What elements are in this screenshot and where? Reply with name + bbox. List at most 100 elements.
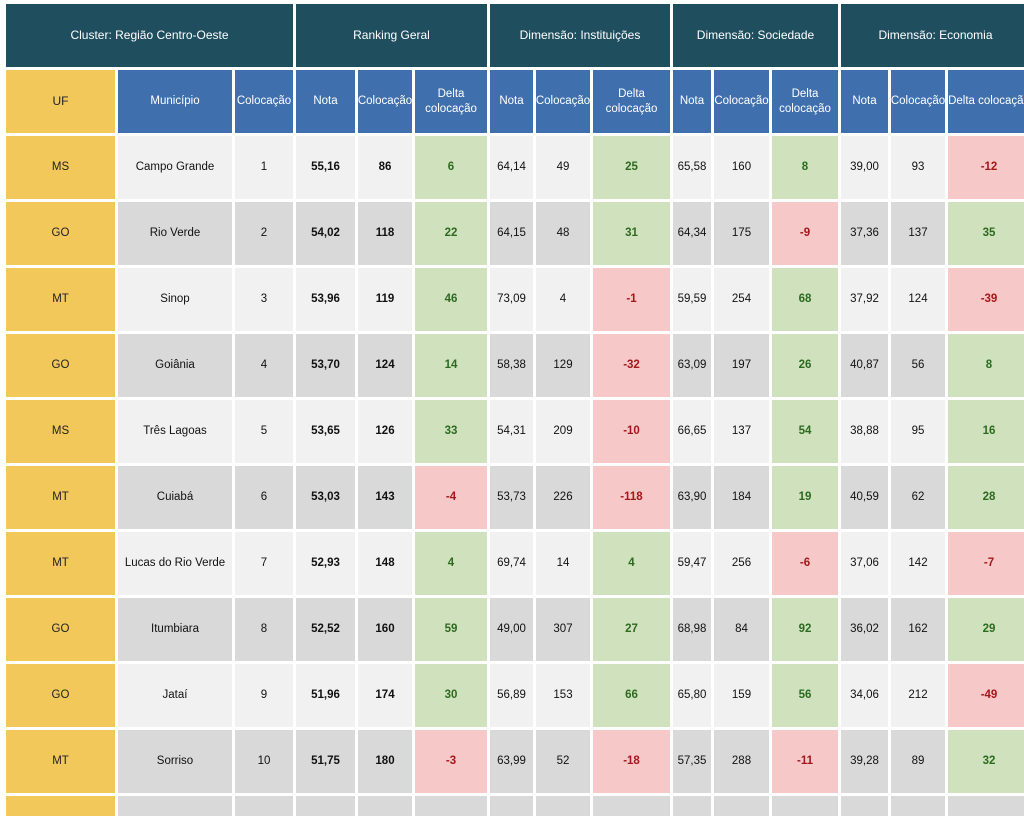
- uf-cell: MT: [6, 268, 115, 331]
- table-row-partial-cell: [891, 796, 945, 816]
- rg-delta-cell: 22: [415, 202, 487, 265]
- table-row-partial-cell: [490, 796, 533, 816]
- inst-delta-cell: 25: [593, 136, 670, 199]
- eco-delta-cell: -49: [948, 664, 1024, 727]
- rg-delta-cell: -3: [415, 730, 487, 793]
- soc-colocacao-cell: 256: [714, 532, 769, 595]
- rg-nota-cell: 53,70: [296, 334, 355, 397]
- rg-delta-cell: 33: [415, 400, 487, 463]
- column-header-eco-delta: Delta colocação: [948, 70, 1024, 133]
- rg-delta-cell: 6: [415, 136, 487, 199]
- rg-nota-cell: 52,52: [296, 598, 355, 661]
- rg-nota-cell: 55,16: [296, 136, 355, 199]
- column-header-soc-nota: Nota: [673, 70, 711, 133]
- rg-nota-cell: 51,75: [296, 730, 355, 793]
- soc-delta-cell: -11: [772, 730, 838, 793]
- inst-nota-cell: 63,99: [490, 730, 533, 793]
- inst-colocacao-cell: 48: [536, 202, 590, 265]
- column-header-colocacao: Colocação: [235, 70, 293, 133]
- eco-nota-cell: 40,59: [841, 466, 888, 529]
- uf-cell: GO: [6, 598, 115, 661]
- rg-nota-cell: 52,93: [296, 532, 355, 595]
- soc-nota-cell: 64,34: [673, 202, 711, 265]
- table-row-partial-cell: [415, 796, 487, 816]
- table-row-partial-cell: [536, 796, 590, 816]
- table-row-partial-cell: [118, 796, 232, 816]
- table-row-partial-cell: [841, 796, 888, 816]
- inst-colocacao-cell: 14: [536, 532, 590, 595]
- rg-nota-cell: 53,65: [296, 400, 355, 463]
- rg-nota-cell: 53,96: [296, 268, 355, 331]
- column-header-rg-delta: Delta colocação: [415, 70, 487, 133]
- municipio-cell: Jataí: [118, 664, 232, 727]
- inst-delta-cell: -10: [593, 400, 670, 463]
- uf-cell: MT: [6, 532, 115, 595]
- eco-delta-cell: 32: [948, 730, 1024, 793]
- inst-nota-cell: 49,00: [490, 598, 533, 661]
- rg-nota-cell: 54,02: [296, 202, 355, 265]
- uf-cell: MT: [6, 466, 115, 529]
- inst-nota-cell: 64,14: [490, 136, 533, 199]
- eco-delta-cell: 29: [948, 598, 1024, 661]
- eco-nota-cell: 38,88: [841, 400, 888, 463]
- table-row-partial-cell: [358, 796, 412, 816]
- column-header-inst-colocacao: Colocação: [536, 70, 590, 133]
- inst-delta-cell: -18: [593, 730, 670, 793]
- uf-cell: GO: [6, 202, 115, 265]
- inst-nota-cell: 69,74: [490, 532, 533, 595]
- table-row-partial-cell: [6, 796, 115, 816]
- soc-delta-cell: 8: [772, 136, 838, 199]
- soc-colocacao-cell: 175: [714, 202, 769, 265]
- inst-delta-cell: -32: [593, 334, 670, 397]
- soc-nota-cell: 63,09: [673, 334, 711, 397]
- soc-colocacao-cell: 254: [714, 268, 769, 331]
- eco-colocacao-cell: 142: [891, 532, 945, 595]
- group-header-sociedade: Dimensão: Sociedade: [673, 4, 838, 67]
- eco-nota-cell: 37,06: [841, 532, 888, 595]
- inst-colocacao-cell: 129: [536, 334, 590, 397]
- rg-colocacao-cell: 143: [358, 466, 412, 529]
- column-header-inst-delta: Delta colocação: [593, 70, 670, 133]
- colocacao-cell: 7: [235, 532, 293, 595]
- inst-delta-cell: 27: [593, 598, 670, 661]
- eco-nota-cell: 37,92: [841, 268, 888, 331]
- soc-delta-cell: 56: [772, 664, 838, 727]
- column-header-eco-colocacao: Colocação: [891, 70, 945, 133]
- column-header-eco-nota: Nota: [841, 70, 888, 133]
- table-row-partial-cell: [948, 796, 1024, 816]
- column-header-rg-nota: Nota: [296, 70, 355, 133]
- eco-colocacao-cell: 62: [891, 466, 945, 529]
- soc-nota-cell: 66,65: [673, 400, 711, 463]
- eco-colocacao-cell: 95: [891, 400, 945, 463]
- table-row-partial-cell: [235, 796, 293, 816]
- group-header-instituicoes: Dimensão: Instituições: [490, 4, 670, 67]
- colocacao-cell: 10: [235, 730, 293, 793]
- soc-delta-cell: 19: [772, 466, 838, 529]
- inst-nota-cell: 56,89: [490, 664, 533, 727]
- eco-nota-cell: 39,00: [841, 136, 888, 199]
- uf-cell: MT: [6, 730, 115, 793]
- uf-cell: GO: [6, 664, 115, 727]
- soc-delta-cell: 54: [772, 400, 838, 463]
- inst-nota-cell: 53,73: [490, 466, 533, 529]
- eco-delta-cell: 35: [948, 202, 1024, 265]
- soc-nota-cell: 63,90: [673, 466, 711, 529]
- eco-nota-cell: 39,28: [841, 730, 888, 793]
- municipio-cell: Lucas do Rio Verde: [118, 532, 232, 595]
- rg-delta-cell: 59: [415, 598, 487, 661]
- eco-colocacao-cell: 124: [891, 268, 945, 331]
- uf-cell: MS: [6, 400, 115, 463]
- rg-colocacao-cell: 160: [358, 598, 412, 661]
- soc-nota-cell: 59,47: [673, 532, 711, 595]
- column-header-uf: UF: [6, 70, 115, 133]
- table-row-partial-cell: [593, 796, 670, 816]
- table-row-partial-cell: [714, 796, 769, 816]
- ranking-table: Cluster: Região Centro-Oeste Ranking Ger…: [6, 4, 1024, 816]
- inst-nota-cell: 73,09: [490, 268, 533, 331]
- inst-colocacao-cell: 209: [536, 400, 590, 463]
- soc-colocacao-cell: 159: [714, 664, 769, 727]
- eco-colocacao-cell: 89: [891, 730, 945, 793]
- rg-delta-cell: -4: [415, 466, 487, 529]
- municipio-cell: Rio Verde: [118, 202, 232, 265]
- table-row-partial-cell: [296, 796, 355, 816]
